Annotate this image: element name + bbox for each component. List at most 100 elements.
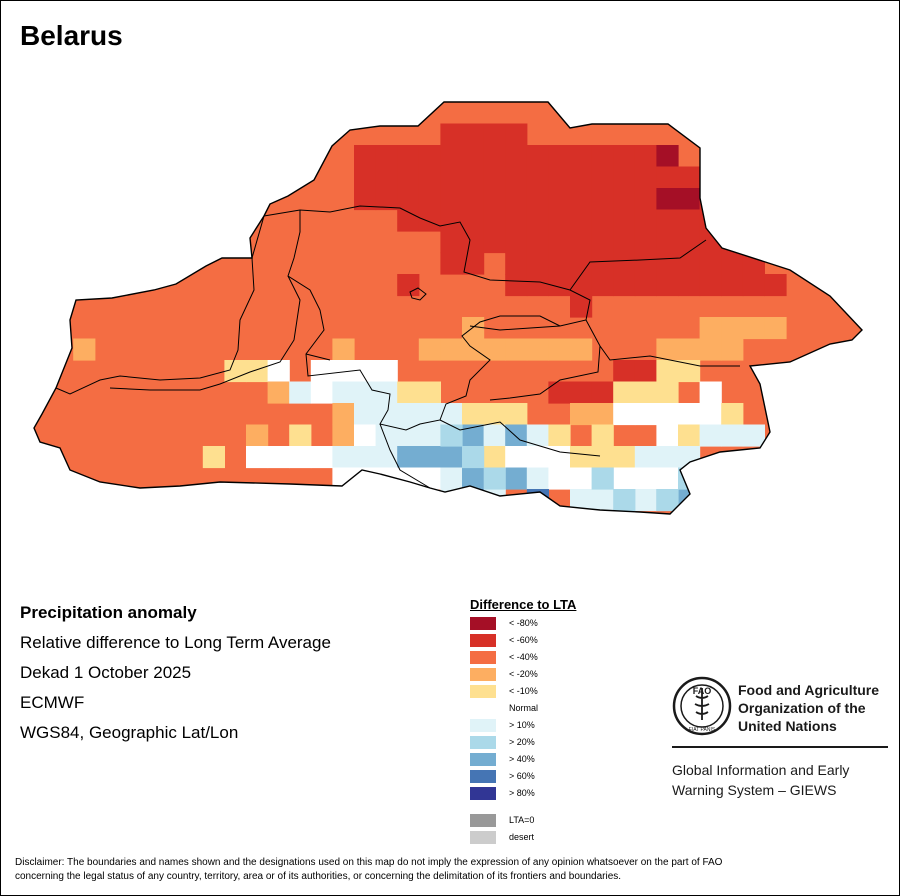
info-projection: WGS84, Geographic Lat/Lon: [20, 723, 239, 742]
anomaly-grid: [34, 102, 862, 514]
legend-item-swatch: [470, 651, 496, 664]
grid-cell: [332, 338, 355, 361]
grid-cell: [699, 403, 722, 426]
region-border-mogilev: [489, 319, 740, 401]
grid-cell: [505, 252, 528, 275]
grid-cell: [699, 381, 722, 404]
info-source: ECMWF: [20, 693, 85, 712]
grid-cell: [310, 381, 333, 404]
legend-item-label: > 20%: [509, 737, 535, 747]
legend-item-label: < -20%: [509, 669, 538, 679]
grid-cell: [310, 446, 333, 469]
grid-cell: [246, 360, 269, 383]
grid-cell: [678, 252, 701, 275]
grid-cell: [418, 424, 441, 447]
grid-cell: [548, 145, 571, 168]
legend-item-label: < -80%: [509, 618, 538, 628]
grid-cell: [73, 338, 96, 361]
grid-cell: [656, 209, 679, 232]
grid-cell: [418, 403, 441, 426]
grid-cell: [548, 231, 571, 254]
grid-cell: [224, 360, 247, 383]
grid-cell: [332, 381, 355, 404]
grid-cell: [526, 338, 549, 361]
grid-cell: [332, 424, 355, 447]
legend-extra-item-row: LTA=0: [470, 813, 576, 830]
region-border-vitebsk: [263, 205, 707, 331]
grid-cell: [613, 145, 636, 168]
grid-cell: [678, 188, 701, 211]
grid-cell: [526, 209, 549, 232]
grid-cell: [418, 188, 441, 211]
grid-cell: [246, 446, 269, 469]
giews-line2: Warning System – GIEWS: [672, 782, 837, 798]
grid-cell: [548, 188, 571, 211]
disclaimer: Disclaimer: The boundaries and names sho…: [15, 856, 885, 884]
grid-cell: [591, 209, 614, 232]
grid-cell: [548, 274, 571, 297]
grid-cell: [505, 274, 528, 297]
grid-cell: [591, 274, 614, 297]
grid-cell: [505, 145, 528, 168]
grid-cell: [548, 467, 571, 490]
grid-cell: [634, 231, 657, 254]
grid-cell: [656, 166, 679, 189]
grid-cell: [267, 446, 290, 469]
grid-cell: [721, 489, 744, 512]
grid-cell: [591, 446, 614, 469]
grid-cell: [397, 424, 420, 447]
grid-cell: [656, 231, 679, 254]
grid-cell: [289, 424, 312, 447]
grid-cell: [505, 424, 528, 447]
fao-name: Food and Agriculture Organization of the…: [738, 681, 898, 735]
grid-cell: [613, 381, 636, 404]
grid-cell: [483, 123, 506, 146]
grid-cell: [634, 166, 657, 189]
grid-cell: [591, 381, 614, 404]
grid-cell: [721, 274, 744, 297]
grid-cell: [440, 403, 463, 426]
grid-cell: [613, 467, 636, 490]
grid-cell: [354, 446, 377, 469]
grid-cell: [656, 338, 679, 361]
legend-item-row: Normal: [470, 701, 576, 718]
grid-cell: [678, 446, 701, 469]
legend-item-row: > 80%: [470, 786, 576, 803]
grid-cell: [483, 166, 506, 189]
grid-cell: [591, 166, 614, 189]
fao-motto: FIAT PANIS: [689, 727, 716, 733]
grid-cell: [634, 360, 657, 383]
grid-cell: [742, 274, 765, 297]
grid-cell: [591, 188, 614, 211]
legend-extra-items: LTA=0 desert: [470, 813, 576, 847]
grid-cell: [483, 338, 506, 361]
grid-cell: [418, 209, 441, 232]
grid-cell: [375, 381, 398, 404]
country-border: [33, 101, 863, 515]
grid-cell: [202, 446, 225, 469]
grid-cell: [505, 166, 528, 189]
boundaries: [33, 101, 863, 515]
legend-item-row: > 40%: [470, 752, 576, 769]
grid-cell: [699, 188, 722, 211]
grid-cell: [483, 467, 506, 490]
legend-item-row: > 20%: [470, 735, 576, 752]
legend-item-swatch: [470, 753, 496, 766]
grid-cell: [526, 188, 549, 211]
grid-cell: [634, 274, 657, 297]
legend-item-swatch: [470, 634, 496, 647]
grid-cell: [332, 446, 355, 469]
grid-cell: [570, 295, 593, 318]
grid-cell: [678, 403, 701, 426]
grid-cell: [267, 381, 290, 404]
grid-cell: [656, 252, 679, 275]
grid-cell: [613, 446, 636, 469]
grid-cell: [678, 231, 701, 254]
legend-item-row: > 60%: [470, 769, 576, 786]
grid-cell: [634, 381, 657, 404]
grid-cell: [483, 188, 506, 211]
grid-cell: [462, 123, 485, 146]
grid-cell: [656, 467, 679, 490]
legend-item-label: < -60%: [509, 635, 538, 645]
grid-cell: [742, 209, 765, 232]
